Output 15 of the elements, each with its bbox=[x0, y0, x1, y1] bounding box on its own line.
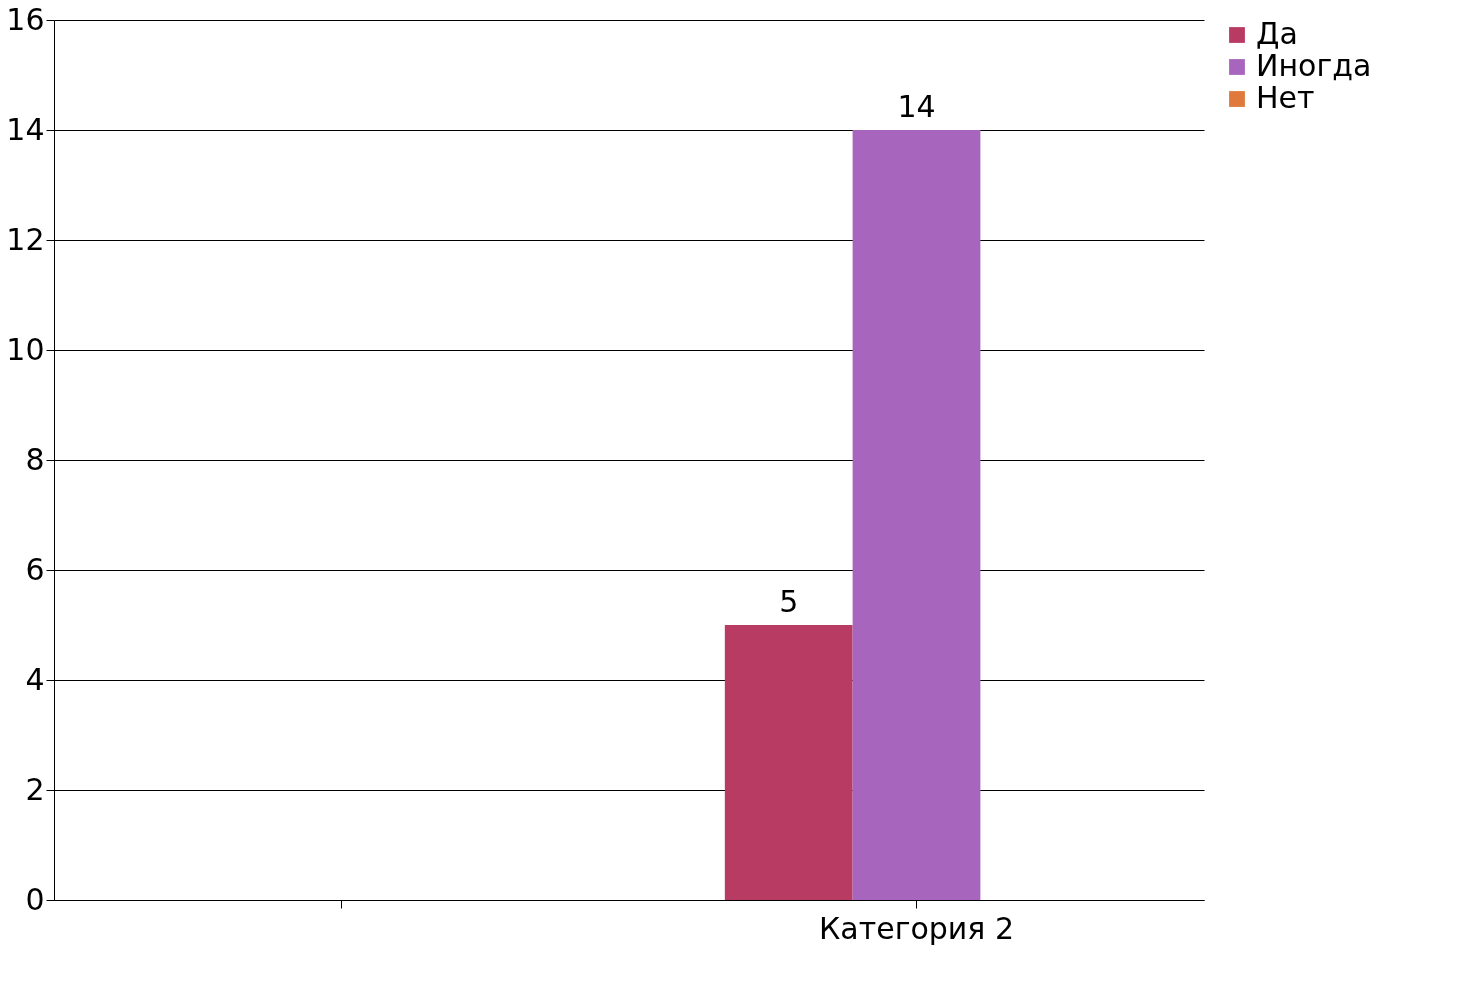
y-tick-label: 0 bbox=[25, 881, 45, 917]
y-tick-label: 12 bbox=[6, 221, 45, 257]
y-tick-label: 2 bbox=[25, 771, 45, 807]
x-tick-label: Категория 2 bbox=[819, 910, 1014, 946]
y-tick-label: 14 bbox=[6, 111, 45, 147]
y-tick-label: 10 bbox=[6, 331, 45, 367]
y-tick-label: 6 bbox=[25, 551, 45, 587]
legend-label: Нет bbox=[1256, 80, 1315, 115]
y-tick-label: 8 bbox=[25, 441, 45, 477]
legend-label: Иногда bbox=[1256, 48, 1372, 83]
legend-label: Да bbox=[1256, 16, 1298, 51]
y-tick-label: 16 bbox=[6, 1, 45, 37]
y-tick-label: 4 bbox=[25, 661, 45, 697]
data-label: 5 bbox=[779, 584, 799, 619]
data-label: 14 bbox=[897, 89, 936, 124]
